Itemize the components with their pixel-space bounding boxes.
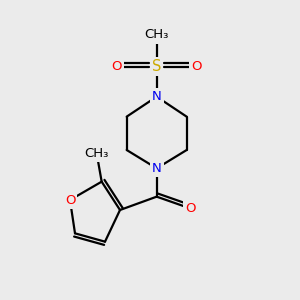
Text: N: N xyxy=(152,90,161,103)
Text: O: O xyxy=(111,60,122,73)
Text: O: O xyxy=(65,194,75,206)
Text: S: S xyxy=(152,59,161,74)
Text: CH₃: CH₃ xyxy=(85,147,109,160)
Text: CH₃: CH₃ xyxy=(145,28,169,41)
Text: N: N xyxy=(152,162,161,175)
Text: O: O xyxy=(185,202,195,215)
Text: O: O xyxy=(191,60,202,73)
